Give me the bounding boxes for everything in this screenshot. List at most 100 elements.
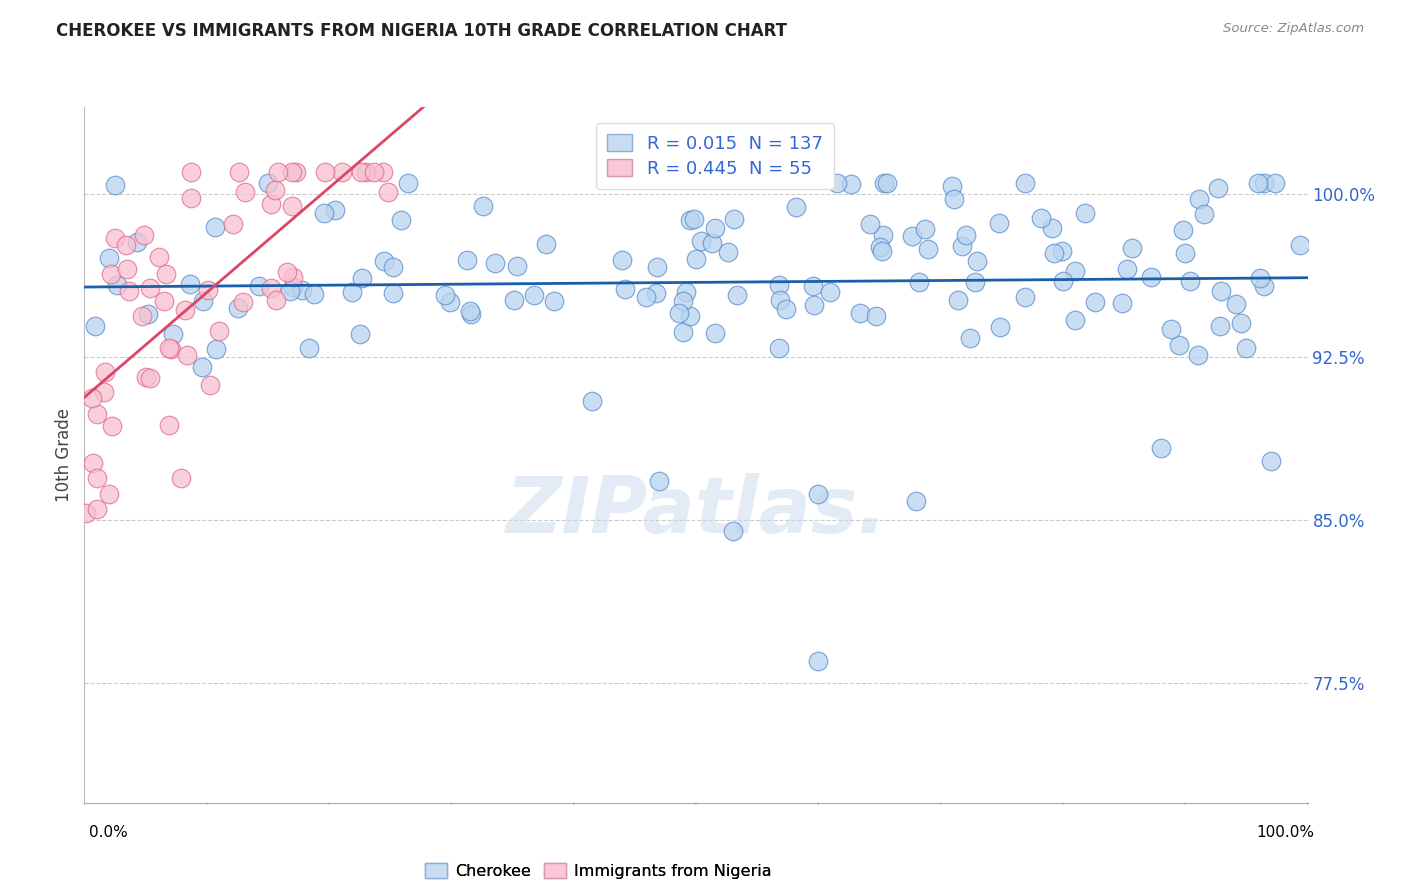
Point — [83, 318, 105, 333]
Point — [281, 270, 304, 285]
Point — [1253, 176, 1275, 190]
Point — [153, 293, 176, 308]
Point — [1187, 348, 1209, 362]
Point — [725, 288, 748, 302]
Point — [704, 220, 727, 235]
Point — [966, 254, 988, 268]
Point — [233, 186, 256, 200]
Point — [267, 165, 290, 179]
Point — [523, 288, 546, 302]
Point — [807, 487, 830, 501]
Point — [105, 278, 128, 293]
Point — [543, 293, 565, 308]
Point — [396, 176, 419, 190]
Point — [675, 285, 697, 299]
Point — [439, 295, 461, 310]
Point — [377, 185, 399, 199]
Text: CHEROKEE VS IMMIGRANTS FROM NIGERIA 10TH GRADE CORRELATION CHART: CHEROKEE VS IMMIGRANTS FROM NIGERIA 10TH… — [56, 22, 787, 40]
Point — [614, 282, 637, 296]
Point — [155, 267, 177, 281]
Point — [80, 391, 103, 405]
Point — [1264, 177, 1286, 191]
Point — [100, 267, 122, 281]
Point — [1253, 279, 1275, 293]
Point — [340, 285, 363, 299]
Point — [284, 165, 307, 179]
Point — [228, 165, 250, 179]
Point — [135, 369, 157, 384]
Point — [914, 222, 936, 236]
Point — [281, 165, 304, 179]
Point — [1234, 341, 1257, 355]
Point — [75, 506, 97, 520]
Point — [672, 294, 695, 309]
Point — [200, 377, 222, 392]
Point — [1116, 262, 1139, 277]
Point — [363, 165, 385, 179]
Point — [162, 326, 184, 341]
Point — [97, 487, 120, 501]
Legend: Cherokee, Immigrants from Nigeria: Cherokee, Immigrants from Nigeria — [418, 857, 778, 885]
Point — [193, 293, 215, 308]
Point — [1289, 238, 1312, 252]
Point — [259, 197, 281, 211]
Point — [157, 418, 180, 433]
Point — [330, 165, 353, 179]
Point — [672, 325, 695, 339]
Point — [1121, 241, 1143, 255]
Point — [314, 165, 336, 179]
Point — [281, 199, 304, 213]
Point — [373, 254, 395, 268]
Point — [131, 309, 153, 323]
Point — [115, 262, 138, 277]
Point — [298, 341, 321, 355]
Point — [721, 524, 744, 538]
Point — [1160, 322, 1182, 336]
Point — [1052, 244, 1074, 258]
Point — [1140, 270, 1163, 285]
Point — [959, 331, 981, 345]
Point — [769, 293, 792, 307]
Point — [534, 236, 557, 251]
Point — [1064, 313, 1087, 327]
Point — [118, 285, 141, 299]
Point — [208, 324, 231, 338]
Point — [839, 177, 862, 191]
Point — [1084, 294, 1107, 309]
Point — [157, 341, 180, 355]
Point — [458, 304, 481, 318]
Point — [859, 218, 882, 232]
Point — [506, 259, 529, 273]
Point — [136, 307, 159, 321]
Point — [1192, 207, 1215, 221]
Point — [1206, 181, 1229, 195]
Text: Source: ZipAtlas.com: Source: ZipAtlas.com — [1223, 22, 1364, 36]
Point — [232, 295, 254, 310]
Point — [648, 474, 671, 488]
Point — [382, 260, 405, 274]
Point — [1029, 211, 1052, 226]
Point — [685, 252, 707, 267]
Point — [865, 310, 887, 324]
Point — [689, 235, 711, 249]
Point — [503, 293, 526, 308]
Point — [257, 176, 280, 190]
Point — [1043, 246, 1066, 260]
Point — [94, 366, 117, 380]
Point — [471, 199, 494, 213]
Point — [204, 219, 226, 234]
Point — [174, 302, 197, 317]
Point — [1171, 223, 1194, 237]
Point — [98, 251, 121, 265]
Point — [723, 211, 745, 226]
Point — [460, 307, 482, 321]
Point — [101, 418, 124, 433]
Point — [1150, 442, 1173, 456]
Point — [1249, 270, 1271, 285]
Point — [683, 211, 706, 226]
Point — [260, 281, 283, 295]
Point — [484, 256, 506, 270]
Point — [323, 202, 346, 217]
Point — [1188, 192, 1211, 206]
Point — [138, 370, 160, 384]
